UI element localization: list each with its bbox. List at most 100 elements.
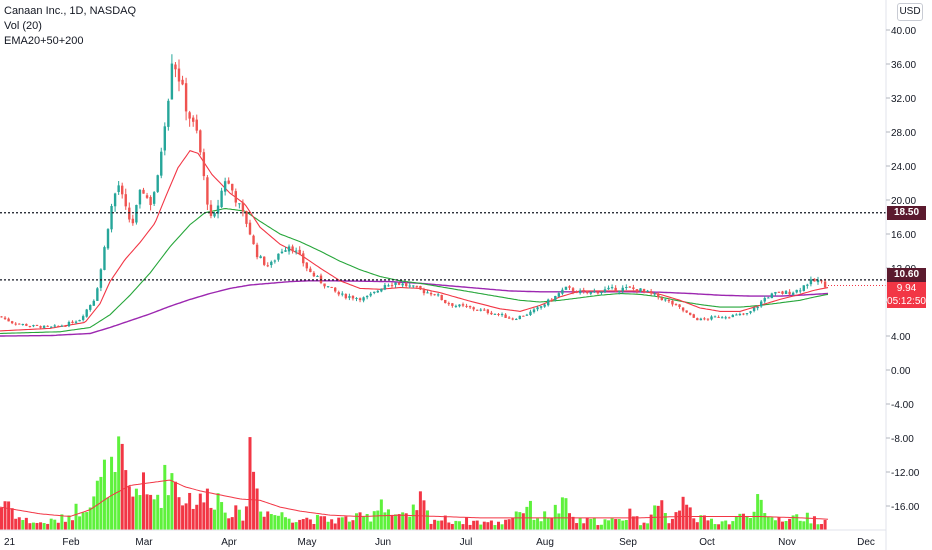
volume-bar [603, 519, 607, 530]
candle-body [142, 189, 145, 194]
candle-body [511, 318, 514, 320]
candle-body [777, 291, 781, 293]
candle-body [429, 292, 433, 295]
candle-body [206, 177, 209, 205]
volume-bar [205, 488, 209, 530]
volume-bar [710, 518, 713, 530]
volume-bar [571, 516, 575, 530]
volume-bar [500, 524, 504, 530]
volume-bar [578, 517, 582, 530]
volume-bar [599, 524, 603, 530]
candle-body [50, 326, 53, 328]
candle-body [628, 286, 632, 288]
currency-button[interactable]: USD [897, 3, 923, 21]
volume-bar [497, 521, 500, 530]
candle-body [745, 313, 749, 315]
volume-bar [518, 512, 522, 530]
legend-ema[interactable]: EMA20+50+200 [4, 35, 84, 47]
candle-body [799, 290, 802, 292]
horizontal-levels[interactable] [0, 212, 886, 287]
volume-bar [88, 507, 92, 530]
y-tick-label: 4.00 [891, 332, 911, 343]
candle-body [486, 309, 490, 314]
candle-body [99, 269, 103, 288]
legend-title[interactable]: Canaan Inc., 1D, NASDAQ [4, 5, 137, 17]
candle-body [422, 290, 426, 294]
candle-body [316, 275, 319, 277]
candle-body [334, 287, 337, 292]
candle-body [738, 313, 742, 316]
volume-bar [443, 515, 447, 530]
volume-bar [731, 521, 735, 530]
volume-bar [39, 522, 43, 530]
volume-bar [795, 514, 799, 530]
level-tag-high[interactable]: 18.50 [887, 205, 926, 220]
volume-bar [766, 516, 770, 530]
candle-body [426, 292, 429, 294]
x-tick-label: Aug [536, 537, 554, 548]
candle-body [401, 283, 404, 286]
level-tag-low[interactable]: 10.60 [887, 267, 926, 282]
volume-bar [749, 517, 753, 530]
volume-bar [468, 524, 472, 530]
volume-bar [326, 521, 330, 530]
candle-body [653, 293, 656, 295]
volume-bar [639, 525, 642, 530]
volume-bar [319, 516, 323, 530]
candle-body [770, 293, 774, 299]
volume-bar [812, 516, 816, 530]
volume-bar [674, 512, 678, 530]
candle-body [263, 256, 266, 265]
volume-bar [237, 509, 241, 530]
legend-volume[interactable]: Vol (20) [4, 20, 42, 32]
y-tick-label: -16.00 [891, 502, 920, 513]
candle-body [277, 253, 280, 260]
candle-body [220, 190, 223, 208]
volume-bar [589, 518, 593, 530]
candle-body [664, 299, 667, 301]
volume-bar [436, 520, 440, 530]
volume-bar [99, 476, 103, 530]
x-tick-label: Mar [135, 537, 153, 548]
candle-body [802, 285, 805, 291]
volume-bar [543, 511, 547, 530]
candle-body [735, 314, 738, 316]
volume-bar [340, 517, 344, 530]
volume-bar [81, 512, 85, 530]
candle-body [128, 207, 131, 220]
volume-bar [394, 514, 398, 530]
candle-body [10, 321, 14, 324]
volume-bar [582, 523, 586, 530]
y-tick-label: -4.00 [891, 400, 914, 411]
candle-body [117, 185, 120, 192]
volume-bar [262, 516, 266, 530]
volume-bar [74, 503, 78, 530]
volume-bar [379, 499, 383, 530]
candle-body [184, 83, 188, 112]
volume-bar [681, 496, 685, 530]
volume-bar [415, 510, 419, 530]
candle-body [454, 305, 458, 307]
candle-body [497, 313, 500, 315]
candle-body [752, 307, 756, 311]
candle-body [213, 213, 216, 217]
x-tick-label: Sep [619, 537, 637, 548]
volume-bar [31, 522, 35, 530]
volume-bar [152, 499, 156, 530]
volume-bar [35, 522, 39, 530]
volume-bars [0, 436, 827, 530]
candle-body [298, 249, 301, 255]
volume-bar [784, 520, 788, 530]
volume-bar [820, 524, 824, 530]
candle-body [202, 152, 206, 177]
volume-bar [170, 473, 174, 530]
volume-bar [21, 520, 25, 530]
candle-body [809, 279, 813, 285]
candle-body [163, 126, 166, 151]
volume-bar [685, 504, 689, 530]
volume-bar [386, 509, 390, 530]
volume-bar [365, 513, 369, 530]
volume-bar [351, 520, 355, 530]
candle-body [287, 246, 291, 252]
